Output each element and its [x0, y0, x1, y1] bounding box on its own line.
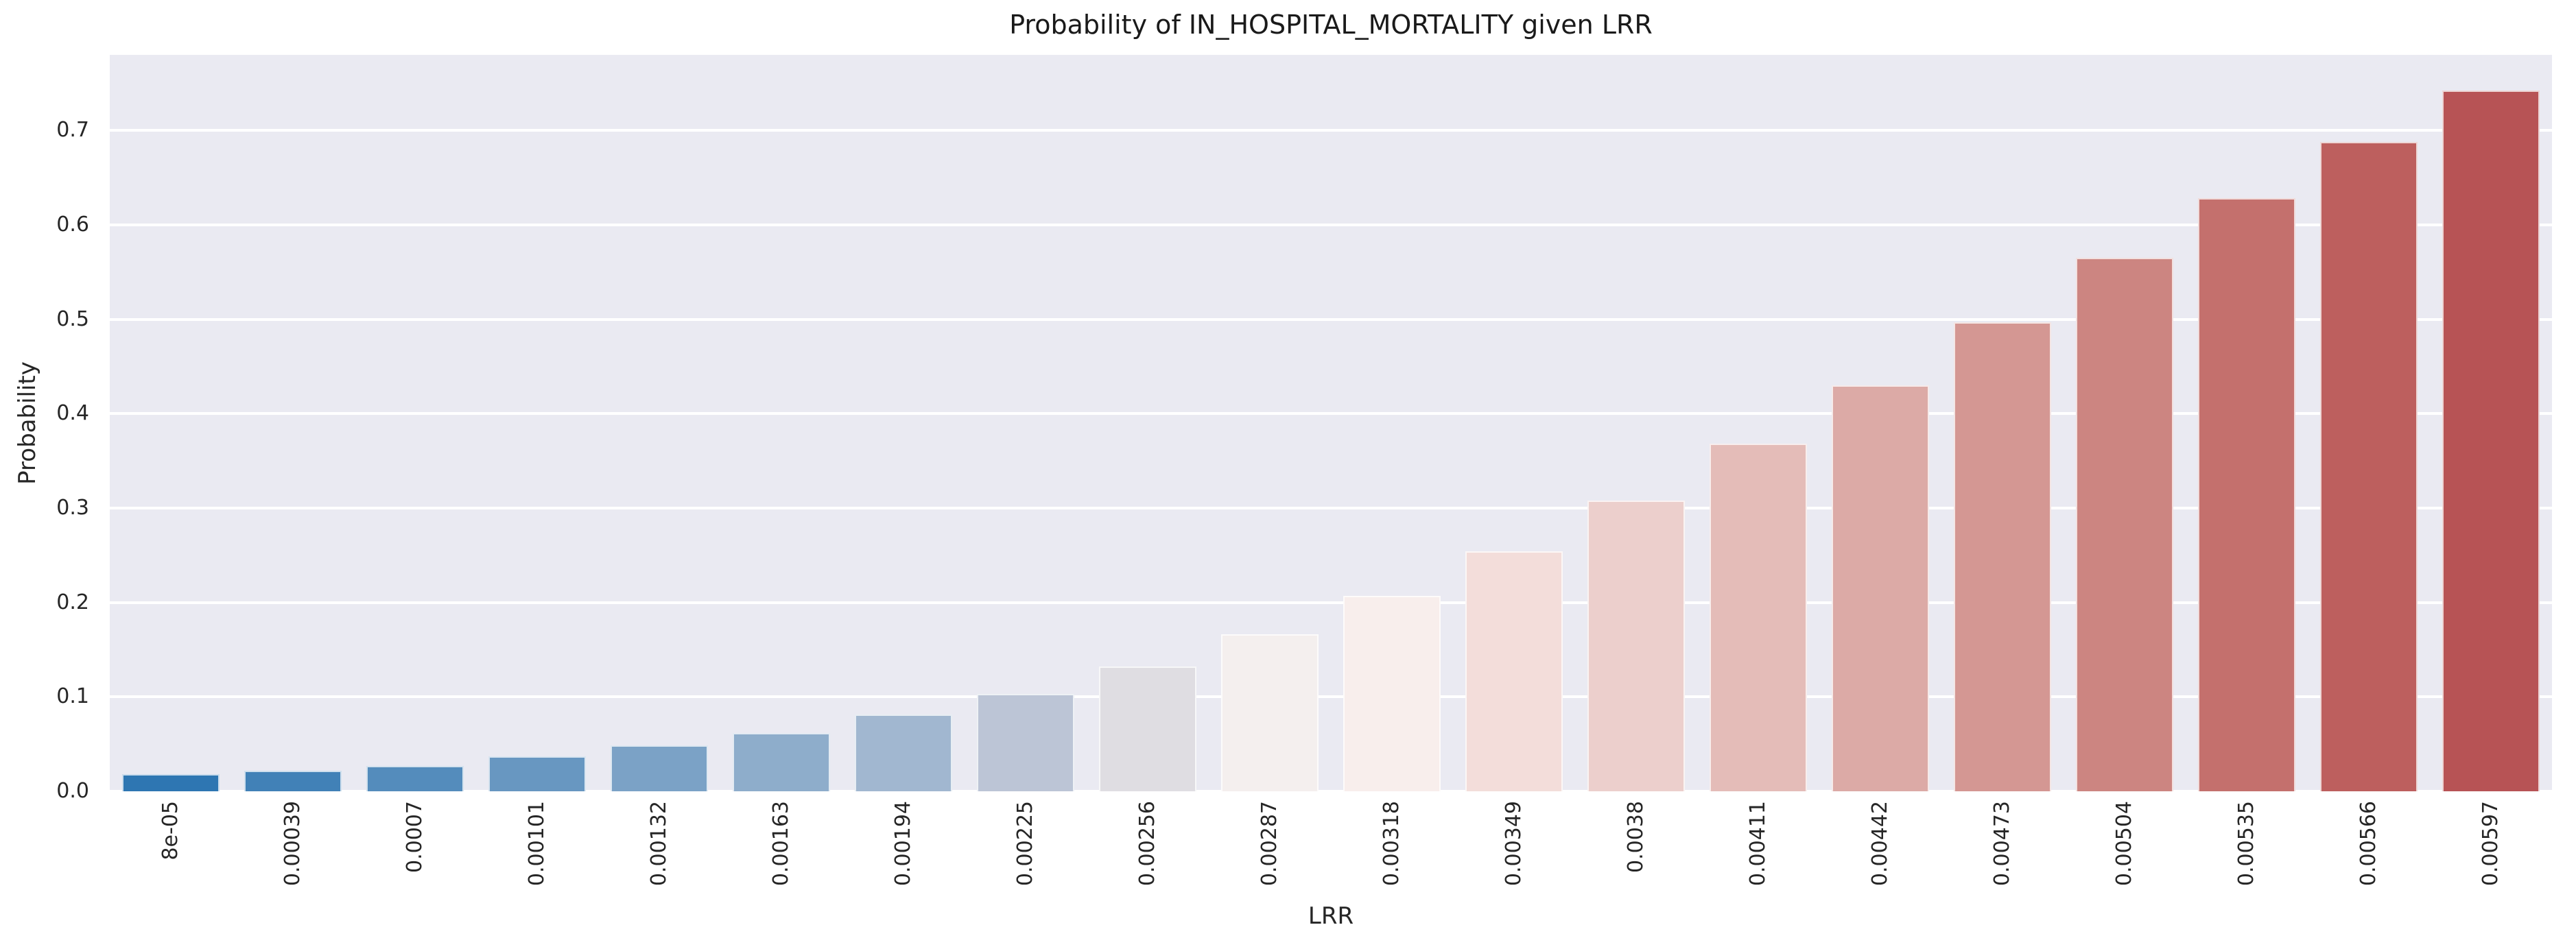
x-tick-label: 8e-05 [158, 801, 182, 861]
x-tick-label: 0.00318 [1380, 801, 1404, 887]
y-tick-label: 0.2 [56, 590, 89, 614]
gridline [110, 695, 2552, 699]
bar [244, 770, 342, 791]
bar [121, 774, 220, 791]
bar [854, 714, 953, 791]
y-tick-label: 0.4 [56, 401, 89, 426]
bar [1343, 595, 1441, 791]
bar [1465, 551, 1563, 791]
bar [488, 756, 587, 791]
x-axis-label: LRR [1308, 902, 1354, 930]
bar [732, 732, 831, 791]
gridline [110, 506, 2552, 509]
x-tick-label: 0.00194 [891, 801, 915, 887]
bar [1587, 500, 1686, 791]
x-tick-label: 0.00225 [1013, 801, 1037, 887]
gridline [110, 601, 2552, 604]
x-tick-label: 0.00535 [2234, 801, 2258, 887]
bar [976, 694, 1075, 791]
x-tick-label: 0.00566 [2356, 801, 2380, 887]
y-tick-label: 0.0 [56, 779, 89, 803]
x-tick-label: 0.0038 [1624, 801, 1648, 873]
bar [1220, 634, 1319, 791]
gridline [110, 317, 2552, 321]
y-tick-label: 0.7 [56, 118, 89, 143]
y-tick-label: 0.3 [56, 495, 89, 520]
y-tick-label: 0.5 [56, 307, 89, 331]
bar [1098, 666, 1197, 791]
x-tick-label: 0.0007 [403, 801, 427, 873]
y-tick-label: 0.1 [56, 684, 89, 709]
chart-title: Probability of IN_HOSPITAL_MORTALITY giv… [1009, 10, 1653, 40]
bar [2319, 141, 2418, 791]
bar [1953, 322, 2052, 791]
x-tick-label: 0.00473 [1990, 801, 2014, 887]
bar [2075, 258, 2174, 791]
x-tick-label: 0.00101 [525, 801, 549, 887]
bar [2197, 198, 2296, 791]
x-tick-label: 0.00597 [2479, 801, 2503, 887]
gridline [110, 223, 2552, 226]
bar [1709, 444, 1808, 791]
gridline [110, 129, 2552, 132]
bar [366, 765, 464, 791]
bar [610, 745, 709, 791]
x-tick-label: 0.00287 [1257, 801, 1281, 887]
x-tick-label: 0.00163 [769, 801, 793, 887]
x-tick-label: 0.00442 [1868, 801, 1892, 887]
x-tick-label: 0.00411 [1746, 801, 1770, 887]
x-tick-label: 0.00504 [2112, 801, 2136, 887]
gridline [110, 412, 2552, 416]
x-tick-label: 0.00132 [647, 801, 671, 887]
x-tick-label: 0.00349 [1502, 801, 1526, 887]
bar [2442, 91, 2540, 791]
gridline [110, 790, 2552, 793]
bar [1831, 385, 1930, 791]
y-tick-label: 0.6 [56, 212, 89, 237]
x-tick-label: 0.00256 [1135, 801, 1159, 887]
plot-area [110, 55, 2552, 793]
x-tick-label: 0.00039 [281, 801, 305, 887]
